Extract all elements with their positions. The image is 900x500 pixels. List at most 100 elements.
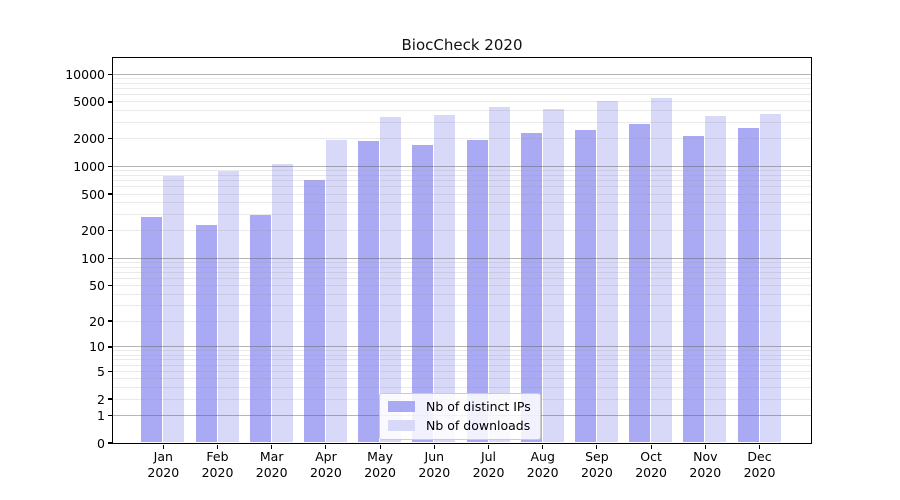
x-tick-mark bbox=[704, 444, 706, 449]
x-tick-year: 2020 bbox=[580, 464, 613, 480]
x-tick-mark bbox=[271, 444, 273, 449]
legend-label-downloads: Nb of downloads bbox=[426, 417, 531, 433]
y-tick-label: 0 bbox=[97, 435, 105, 451]
x-tick-month: Mar bbox=[259, 449, 284, 464]
x-tick-month: Sep bbox=[585, 449, 609, 464]
x-tick-label: Apr 2020 bbox=[310, 449, 342, 480]
x-tick-mark bbox=[162, 444, 164, 449]
bar-downloads-nov bbox=[705, 116, 727, 443]
legend-swatch-distinct-ips bbox=[388, 401, 415, 412]
y-tick-mark bbox=[107, 370, 112, 372]
x-tick-mark bbox=[487, 444, 490, 449]
y-tick-label: 10 bbox=[89, 339, 105, 355]
x-tick-year: 2020 bbox=[147, 464, 180, 480]
x-tick-month: Oct bbox=[640, 449, 662, 464]
gridline-minor bbox=[112, 77, 811, 79]
bar-downloads-dec bbox=[759, 114, 781, 443]
bar-downloads-sep bbox=[596, 101, 618, 443]
x-tick-mark bbox=[650, 444, 652, 449]
y-tick-label: 1 bbox=[97, 407, 105, 423]
y-tick-label: 200 bbox=[81, 223, 105, 239]
y-tick-mark bbox=[107, 165, 112, 167]
bar-downloads-jul bbox=[488, 107, 510, 443]
x-tick-label: Oct 2020 bbox=[635, 449, 667, 480]
bar-downloads-aug bbox=[542, 108, 564, 443]
chart-title: BiocCheck 2020 bbox=[401, 36, 523, 54]
y-tick-mark bbox=[107, 346, 112, 348]
gridline-minor bbox=[112, 87, 811, 89]
y-tick-label: 500 bbox=[81, 186, 105, 202]
y-tick-label: 1000 bbox=[73, 158, 105, 174]
bar-distinct-ips-jun bbox=[412, 145, 434, 443]
x-tick-year: 2020 bbox=[364, 464, 396, 480]
bar-distinct-ips-dec bbox=[737, 127, 759, 443]
gridline-minor bbox=[112, 101, 811, 103]
bar-downloads-mar bbox=[271, 163, 293, 443]
legend-item-downloads: Nb of downloads bbox=[388, 417, 531, 433]
x-tick-month: Aug bbox=[530, 449, 555, 464]
y-tick-mark bbox=[107, 73, 112, 75]
x-tick-month: May bbox=[367, 449, 394, 464]
y-tick-mark bbox=[107, 138, 112, 140]
bar-downloads-may bbox=[380, 116, 402, 443]
x-tick-year: 2020 bbox=[309, 464, 342, 480]
x-tick-year: 2020 bbox=[635, 464, 667, 480]
x-tick-year: 2020 bbox=[472, 464, 505, 480]
y-tick-label: 10000 bbox=[65, 66, 105, 82]
bar-distinct-ips-jan bbox=[141, 217, 163, 443]
gridline-minor bbox=[112, 82, 811, 84]
legend-swatch-downloads bbox=[388, 420, 415, 431]
y-tick-mark bbox=[107, 193, 112, 195]
x-tick-month: Apr bbox=[315, 449, 337, 464]
x-tick-year: 2020 bbox=[743, 464, 776, 480]
bar-distinct-ips-aug bbox=[520, 133, 542, 443]
x-tick-mark bbox=[216, 444, 219, 449]
x-tick-mark bbox=[433, 444, 435, 449]
gridline-minor bbox=[112, 110, 811, 112]
gridline-major bbox=[112, 73, 811, 75]
x-tick-month: Jun bbox=[424, 449, 445, 464]
y-tick-label: 20 bbox=[89, 313, 105, 329]
x-tick-mark bbox=[596, 444, 598, 449]
legend-label-distinct-ips: Nb of distinct IPs bbox=[426, 398, 531, 414]
y-tick-mark bbox=[107, 101, 112, 103]
x-tick-month: Dec bbox=[747, 449, 772, 464]
x-tick-mark bbox=[379, 444, 381, 449]
y-tick-label: 5 bbox=[97, 363, 105, 379]
plot-area bbox=[111, 56, 812, 444]
x-tick-label: Aug 2020 bbox=[527, 449, 559, 480]
y-tick-mark bbox=[107, 442, 112, 444]
bar-downloads-feb bbox=[217, 170, 239, 443]
bar-distinct-ips-mar bbox=[249, 214, 271, 443]
bar-downloads-apr bbox=[325, 139, 347, 443]
x-tick-label: Dec 2020 bbox=[744, 449, 776, 480]
x-tick-month: Jan bbox=[153, 449, 173, 464]
bar-downloads-jan bbox=[163, 176, 185, 443]
y-tick-label: 100 bbox=[81, 250, 105, 266]
legend-item-distinct-ips: Nb of distinct IPs bbox=[388, 398, 531, 414]
y-tick-label: 50 bbox=[89, 278, 105, 294]
x-tick-label: Sep 2020 bbox=[581, 449, 613, 480]
legend: Nb of distinct IPs Nb of downloads bbox=[379, 392, 541, 440]
x-tick-mark bbox=[758, 444, 761, 449]
gridline-minor bbox=[112, 94, 811, 96]
x-tick-year: 2020 bbox=[255, 464, 288, 480]
y-tick-mark bbox=[107, 284, 112, 287]
bar-distinct-ips-nov bbox=[683, 135, 705, 443]
x-tick-label: Jul 2020 bbox=[473, 449, 505, 480]
x-tick-month: Nov bbox=[693, 449, 718, 464]
y-tick-label: 5000 bbox=[73, 94, 105, 110]
y-tick-label: 2 bbox=[97, 391, 105, 407]
y-tick-label: 2000 bbox=[73, 131, 105, 147]
bar-downloads-jun bbox=[434, 115, 456, 443]
bar-distinct-ips-oct bbox=[629, 124, 651, 443]
x-tick-year: 2020 bbox=[689, 464, 722, 480]
bar-downloads-oct bbox=[651, 97, 673, 443]
bar-distinct-ips-feb bbox=[195, 225, 217, 443]
x-tick-month: Feb bbox=[206, 449, 229, 464]
x-tick-label: Nov 2020 bbox=[689, 449, 721, 480]
y-tick-mark bbox=[107, 230, 112, 232]
bar-distinct-ips-jul bbox=[466, 140, 488, 443]
x-tick-label: May 2020 bbox=[364, 449, 396, 480]
